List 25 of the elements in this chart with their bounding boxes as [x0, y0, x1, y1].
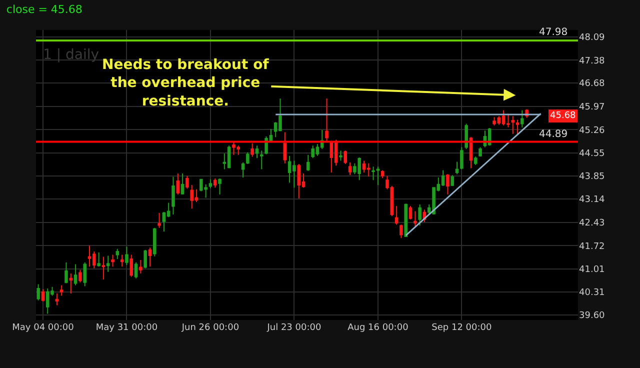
- y-tick-label: 44.55: [579, 149, 605, 160]
- x-tick-label: Jun 26 00:00: [180, 323, 240, 333]
- ref-line-label: 47.98: [539, 27, 568, 38]
- x-tick-label: May 31 00:00: [96, 323, 158, 333]
- y-tick-label: 42.43: [579, 218, 605, 228]
- x-tick-label: Jul 23 00:00: [266, 323, 322, 333]
- x-tick-label: Sep 12 00:00: [432, 323, 492, 333]
- y-tick-label: 48.09: [579, 33, 606, 44]
- y-tick-label: 45.97: [579, 102, 605, 112]
- y-tick-label: 41.01: [579, 265, 605, 276]
- y-tick-label: 41.72: [579, 242, 605, 252]
- y-tick-label: 40.31: [579, 288, 605, 298]
- y-tick-label: 46.68: [579, 79, 606, 90]
- x-tick-label: Aug 16 00:00: [348, 323, 409, 333]
- ref-line-label: 44.89: [539, 129, 568, 140]
- chart-title: close = 45.68: [6, 3, 82, 16]
- annotation: 45.68: [550, 111, 576, 121]
- y-tick-label: 43.85: [579, 172, 605, 182]
- y-tick-label: 39.60: [579, 311, 606, 322]
- y-tick-label: 47.38: [579, 56, 606, 66]
- annotation: Needs to breakout of the overhead price resistance.: [102, 57, 270, 110]
- x-tick-label: May 04 00:00: [12, 323, 74, 333]
- y-tick-label: 45.26: [579, 126, 606, 136]
- text: 1 | daily: [43, 47, 100, 63]
- y-tick-label: 43.14: [579, 195, 606, 206]
